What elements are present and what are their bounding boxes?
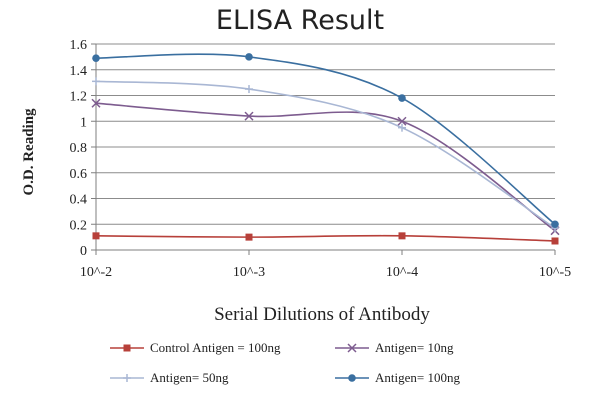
x-tick-label: 10^-4 xyxy=(386,265,418,280)
x-tick-labels: 10^-2 10^-3 10^-4 10^-5 xyxy=(80,265,571,280)
y-tick-label: 1.2 xyxy=(70,90,88,105)
data-point xyxy=(397,116,407,126)
data-point xyxy=(245,85,253,94)
x-tick-label: 10^-5 xyxy=(539,265,571,280)
series-4 xyxy=(92,53,559,229)
y-axis-title: O.D. Reading xyxy=(21,108,37,196)
gridlines xyxy=(96,43,555,225)
series-3 xyxy=(92,77,559,233)
legend: Control Antigen = 100ng Antigen= 10ng Anti… xyxy=(110,340,460,385)
y-tick-labels: 0 0.2 0.4 0.6 0.8 1 1.2 1.4 1.6 xyxy=(70,38,88,259)
data-point xyxy=(398,232,406,240)
data-point xyxy=(245,53,253,61)
legend-label: Antigen= 50ng xyxy=(150,370,229,385)
y-tick-label: 0.4 xyxy=(70,193,88,208)
legend-label: Antigen= 100ng xyxy=(375,370,460,385)
y-tick-label: 0 xyxy=(80,244,87,259)
series-line xyxy=(95,102,556,232)
legend-item: Antigen= 10ng xyxy=(335,340,454,355)
data-point xyxy=(245,233,253,241)
legend-marker xyxy=(347,343,357,353)
data-point xyxy=(244,111,254,121)
legend-marker xyxy=(348,374,356,382)
series-1 xyxy=(92,232,559,245)
series-line xyxy=(95,234,556,242)
legend-label: Control Antigen = 100ng xyxy=(150,340,281,355)
series-line xyxy=(95,53,556,225)
y-tick-label: 0.8 xyxy=(70,141,88,156)
y-tick-label: 0.2 xyxy=(70,218,88,233)
x-tick-label: 10^-2 xyxy=(80,265,112,280)
legend-marker xyxy=(123,374,131,382)
series-lines xyxy=(91,53,560,245)
data-point xyxy=(551,237,559,245)
x-axis-title: Serial Dilutions of Antibody xyxy=(214,304,430,325)
data-point xyxy=(92,54,100,62)
legend-item: Antigen= 50ng xyxy=(110,370,229,385)
data-point xyxy=(551,220,559,229)
data-point xyxy=(92,77,100,86)
data-point xyxy=(91,98,101,108)
y-tick-label: 1 xyxy=(80,115,87,130)
legend-item: Control Antigen = 100ng xyxy=(110,340,281,355)
y-tick-label: 1.6 xyxy=(70,38,88,53)
data-point xyxy=(92,232,100,240)
legend-marker xyxy=(123,344,131,352)
y-tick-label: 1.4 xyxy=(70,64,88,79)
series-line xyxy=(95,80,556,229)
data-point xyxy=(398,123,406,132)
x-tick-label: 10^-3 xyxy=(233,265,265,280)
legend-label: Antigen= 10ng xyxy=(375,340,454,355)
y-tick-label: 0.6 xyxy=(70,167,88,182)
series-2 xyxy=(91,98,560,236)
axes xyxy=(91,43,556,255)
legend-item: Antigen= 100ng xyxy=(335,370,460,385)
chart-title: ELISA Result xyxy=(216,5,384,36)
data-point xyxy=(398,94,406,102)
